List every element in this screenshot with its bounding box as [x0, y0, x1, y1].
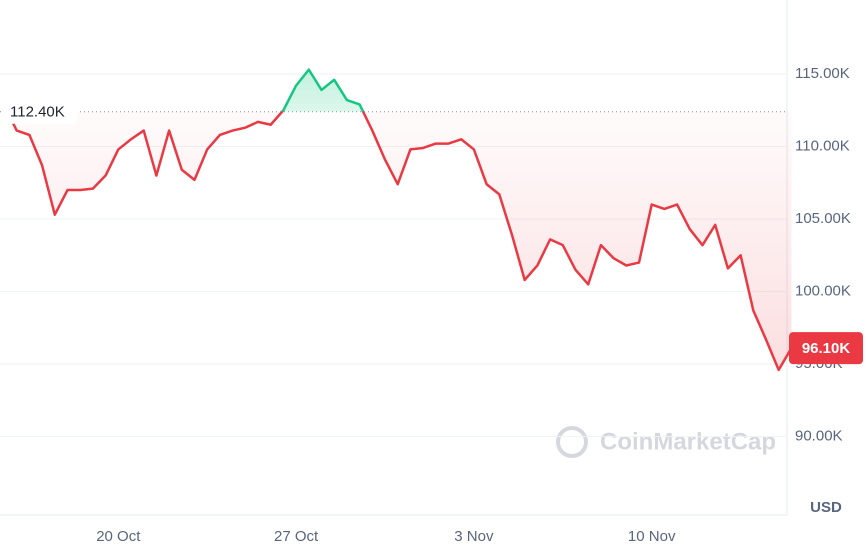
- watermark-logo: [556, 426, 588, 458]
- x-tick-label: 3 Nov: [454, 528, 494, 545]
- x-tick-label: 10 Nov: [628, 528, 676, 545]
- y-tick-label: 110.00K: [795, 137, 850, 154]
- x-tick-label: 20 Oct: [96, 528, 141, 545]
- baseline-label: 112.40K: [10, 104, 65, 121]
- baseline-label-bg: [3, 99, 77, 124]
- currency-label: USD: [810, 499, 842, 516]
- y-tick-label: 105.00K: [795, 210, 851, 227]
- last-price-tag: [789, 332, 863, 365]
- last-price-label: 96.10K: [802, 340, 851, 357]
- area-fill: [4, 69, 792, 370]
- y-tick-label: 100.00K: [795, 283, 851, 300]
- watermark: CoinMarketCap: [600, 428, 776, 455]
- y-tick-label: 90.00K: [795, 428, 843, 445]
- price-line: [2, 68, 793, 372]
- y-tick-label: 115.00K: [795, 65, 850, 82]
- x-tick-label: 27 Oct: [274, 528, 319, 545]
